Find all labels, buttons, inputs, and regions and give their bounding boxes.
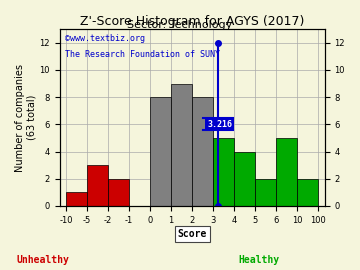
Bar <box>171 83 192 206</box>
Title: Z'-Score Histogram for AGYS (2017): Z'-Score Histogram for AGYS (2017) <box>80 15 304 28</box>
Bar <box>150 97 171 206</box>
Text: Healthy: Healthy <box>239 255 280 265</box>
Bar <box>213 138 234 206</box>
Bar <box>297 179 319 206</box>
Text: ©www.textbiz.org: ©www.textbiz.org <box>65 35 145 43</box>
Bar <box>87 165 108 206</box>
Text: Unhealthy: Unhealthy <box>17 255 69 265</box>
Bar <box>66 192 87 206</box>
Bar <box>108 179 129 206</box>
Y-axis label: Number of companies
(63 total): Number of companies (63 total) <box>15 63 37 171</box>
Text: The Research Foundation of SUNY: The Research Foundation of SUNY <box>65 50 220 59</box>
Text: 3.216: 3.216 <box>207 120 232 129</box>
Bar <box>276 138 297 206</box>
Bar <box>192 97 213 206</box>
Text: Sector: Technology: Sector: Technology <box>127 20 233 30</box>
X-axis label: Score: Score <box>177 229 207 239</box>
Bar <box>234 151 255 206</box>
Bar <box>255 179 276 206</box>
